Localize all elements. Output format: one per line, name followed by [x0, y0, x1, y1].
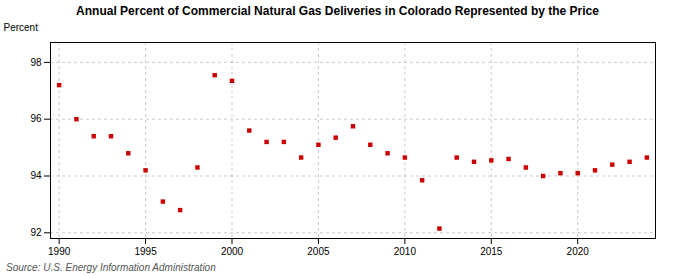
svg-text:1990: 1990	[48, 246, 71, 257]
svg-text:98: 98	[30, 57, 42, 68]
html-text:Annual Percent of Commercial N: Annual Percent of Commercial Natural Gas…	[76, 4, 599, 18]
svg-text:2020: 2020	[567, 246, 590, 257]
html-text:Source: U.S. Energy Informatio: Source: U.S. Energy Information Administ…	[6, 262, 216, 273]
svg-text:2005: 2005	[307, 246, 330, 257]
svg-text:94: 94	[30, 170, 42, 181]
svg-text:96: 96	[30, 113, 42, 124]
svg-text:1995: 1995	[134, 246, 157, 257]
svg-text:Percent: Percent	[4, 22, 39, 33]
svg-text:2015: 2015	[480, 246, 503, 257]
svg-text:2000: 2000	[221, 246, 244, 257]
svg-text:2010: 2010	[394, 246, 417, 257]
svg-text:92: 92	[30, 227, 42, 238]
